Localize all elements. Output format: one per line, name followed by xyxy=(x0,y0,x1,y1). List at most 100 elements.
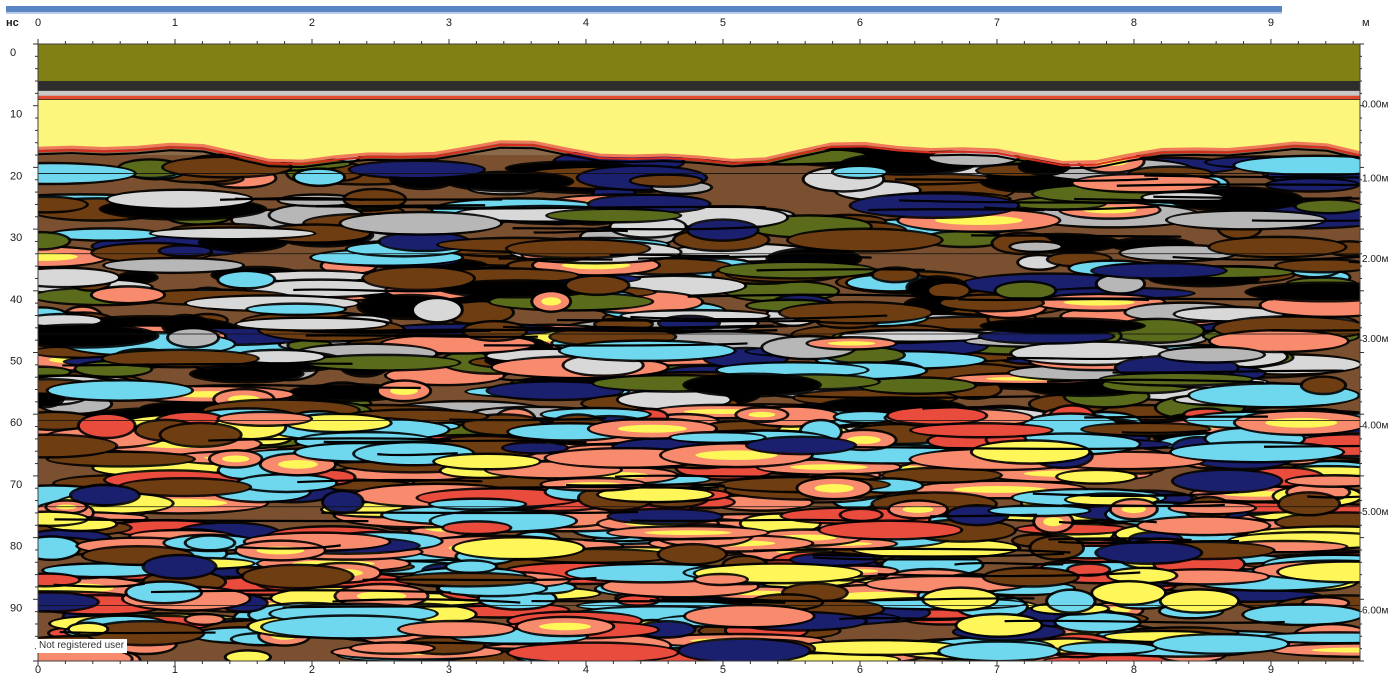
contour-streak xyxy=(1006,355,1143,361)
reflection-lobe xyxy=(92,287,164,302)
reflection-lobe xyxy=(219,413,311,425)
depth-tick-label: 6.00м xyxy=(1362,605,1388,616)
reflection-lobe xyxy=(1261,633,1360,642)
y-tick-label: 20 xyxy=(10,170,22,182)
reflection-lobe xyxy=(548,210,680,222)
contour-streak xyxy=(747,597,1035,603)
reflection-lobe xyxy=(835,412,897,422)
reflection-peak xyxy=(644,530,732,536)
contour-streak xyxy=(59,630,216,635)
contour-streak xyxy=(54,518,369,523)
reflection-lobe xyxy=(798,641,960,654)
reflection-lobe xyxy=(364,268,474,289)
contour-streak xyxy=(566,483,725,487)
contour-streak xyxy=(1062,503,1225,508)
reflection-lobe xyxy=(1210,331,1347,351)
contour-streak xyxy=(483,342,748,347)
contour-streak xyxy=(344,328,677,333)
contour-streak xyxy=(498,376,580,382)
reflection-peak xyxy=(827,341,876,346)
reflection-peak xyxy=(222,455,250,463)
reflection-lobe xyxy=(488,382,622,399)
contour-streak xyxy=(332,598,521,604)
reflection-lobe xyxy=(435,454,539,469)
reflection-lobe xyxy=(164,158,290,177)
contour-streak xyxy=(297,478,483,484)
contour-streak xyxy=(150,589,451,594)
depth-tick-label: 2.00м xyxy=(1362,254,1388,265)
reflection-lobe xyxy=(243,566,352,587)
x-tick-label-bottom: 3 xyxy=(446,664,452,675)
reflection-lobe xyxy=(341,213,501,234)
contour-streak xyxy=(585,325,789,330)
reflection-peak xyxy=(541,297,562,306)
reflection-lobe xyxy=(323,492,362,512)
reflection-lobe xyxy=(1161,590,1238,612)
x-tick-label-top: 1 xyxy=(172,17,178,29)
reflection-lobe xyxy=(1302,377,1345,393)
reflection-lobe xyxy=(38,233,69,249)
contour-streak xyxy=(1272,329,1360,332)
reflection-lobe xyxy=(873,268,918,281)
reflection-lobe xyxy=(186,615,223,624)
reflection-lobe xyxy=(791,554,876,565)
reflection-lobe xyxy=(38,197,86,212)
reflection-lobe xyxy=(447,173,572,190)
reflection-lobe xyxy=(696,575,746,584)
reflection-lobe xyxy=(245,280,397,296)
reflection-peak xyxy=(1063,299,1135,306)
surface-edge-dark xyxy=(38,81,1360,91)
reflection-lobe xyxy=(48,381,192,400)
reflection-lobe xyxy=(236,318,386,330)
reflection-lobe xyxy=(883,469,1001,482)
contour-streak xyxy=(556,318,820,323)
depth-gridlines: 0.00м 1.00м 2.00м 3.00м 4.00м 5.00м 6.00м xyxy=(38,99,1388,616)
reflection-lobe xyxy=(1287,476,1360,486)
contour-streak xyxy=(62,362,353,367)
contour-streak xyxy=(282,604,490,609)
contour-streak xyxy=(1047,378,1265,384)
y-tick-label: 80 xyxy=(10,541,22,553)
reflection-lobe xyxy=(685,375,819,395)
reflection-lobe xyxy=(680,639,809,661)
contour-streak xyxy=(630,518,865,523)
contour-streak xyxy=(1263,444,1360,448)
reflection-lobe xyxy=(1138,517,1269,534)
reflection-lobe xyxy=(169,329,218,347)
reflection-lobe xyxy=(1153,635,1288,653)
reflection-lobe xyxy=(413,299,461,322)
reflection-lobe xyxy=(507,240,649,257)
contour-streak xyxy=(812,552,1065,558)
contour-streak xyxy=(637,255,872,260)
title-bar-shadow xyxy=(6,12,1282,14)
reflection-lobe xyxy=(305,356,459,370)
x-tick-label-top: 2 xyxy=(309,17,315,29)
contour-streak xyxy=(449,417,607,422)
reflection-lobe xyxy=(1058,471,1135,483)
air-wave-edge-black xyxy=(38,146,1360,170)
reflection-lobe xyxy=(399,622,514,637)
contour-streak xyxy=(894,177,1159,182)
contour-streak xyxy=(512,225,762,231)
reflection-lobe xyxy=(929,283,969,298)
contour-streak xyxy=(1058,539,1240,545)
reflection-lobe xyxy=(1068,564,1109,575)
contour-streak xyxy=(687,293,961,300)
x-tick-label-top: 7 xyxy=(994,17,1000,29)
contour-streak xyxy=(323,439,587,444)
x-tick-label-top: 9 xyxy=(1268,17,1274,29)
reflection-lobe xyxy=(160,246,211,256)
reflection-lobe xyxy=(851,194,1018,217)
contour-streak xyxy=(615,474,799,478)
reflection-lobe xyxy=(663,207,787,228)
x-tick-label-bottom: 7 xyxy=(994,664,1000,675)
reflection-lobe xyxy=(957,615,1041,636)
contour-streak xyxy=(753,547,1071,554)
contour-streak xyxy=(853,445,1172,450)
contour-streak xyxy=(630,314,888,321)
contour-streak xyxy=(219,196,364,201)
reflection-lobe xyxy=(1276,260,1360,271)
reflection-peak xyxy=(814,483,854,493)
contour-streak xyxy=(326,329,491,334)
